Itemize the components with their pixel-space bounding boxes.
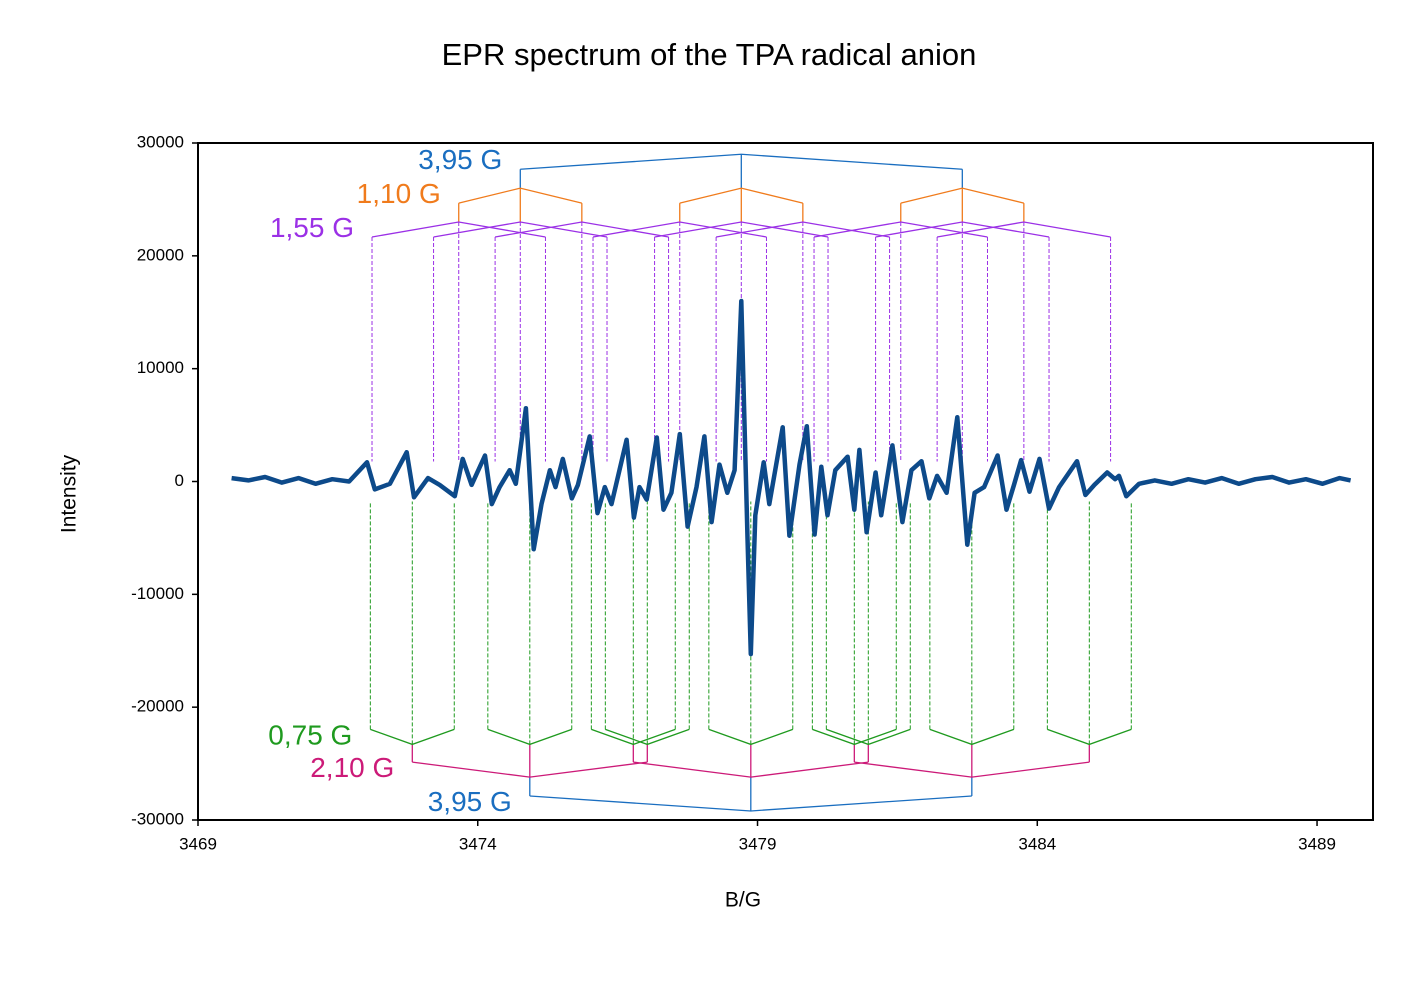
y-tick-label: 20000 — [137, 245, 184, 264]
x-tick-label: 3469 — [179, 834, 217, 853]
splitting-label: 1,10 G — [357, 178, 441, 209]
x-tick-label: 3479 — [739, 834, 777, 853]
splitting-label: 1,55 G — [270, 212, 354, 243]
splitting-label: 3,95 G — [428, 786, 512, 817]
plot-frame — [197, 142, 1374, 821]
y-tick-label: -30000 — [131, 809, 184, 828]
y-tick-label: 10000 — [137, 358, 184, 377]
splitting-label: 3,95 G — [418, 144, 502, 175]
chart-title: EPR spectrum of the TPA radical anion — [442, 37, 977, 72]
x-axis-label: B/G — [725, 889, 761, 912]
plot-area: -30000 -20000 -10000 0 10000 20000 30000 3469 34… — [131, 132, 1352, 853]
splitting-label: 0,75 G — [268, 719, 352, 750]
splitting-trees: 3,95 G1,10 G1,55 G3,95 G2,10 G0,75 G — [268, 144, 1132, 817]
y-tick-label: 30000 — [137, 132, 184, 151]
y-tick-label: 0 — [175, 471, 184, 490]
x-tick-label: 3489 — [1298, 834, 1336, 853]
spectrum-line — [231, 298, 1352, 657]
x-tick-label: 3474 — [459, 834, 497, 853]
y-axis-label: Intensity — [58, 454, 81, 533]
splitting-label: 2,10 G — [310, 752, 394, 783]
y-tick-label: -10000 — [131, 584, 184, 603]
x-tick-label: 3484 — [1018, 834, 1056, 853]
y-tick-label: -20000 — [131, 697, 184, 716]
